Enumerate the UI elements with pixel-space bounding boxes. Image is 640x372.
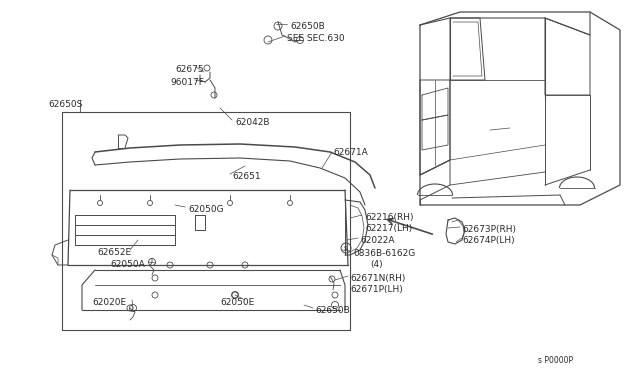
Text: 62671A: 62671A (333, 148, 368, 157)
Text: s P0000P: s P0000P (538, 356, 573, 365)
Text: 62050E: 62050E (220, 298, 254, 307)
Text: 62671N(RH): 62671N(RH) (350, 274, 405, 283)
Text: 62050A: 62050A (110, 260, 145, 269)
Text: 62020E: 62020E (92, 298, 126, 307)
Text: 62675: 62675 (175, 65, 204, 74)
Text: (4): (4) (370, 260, 383, 269)
Text: 62650B: 62650B (290, 22, 324, 31)
Text: 62042B: 62042B (235, 118, 269, 127)
Text: 62217(LH): 62217(LH) (365, 224, 412, 233)
Text: SEE SEC.630: SEE SEC.630 (287, 34, 344, 43)
Text: 96017F: 96017F (170, 78, 204, 87)
Text: 0836B-6162G: 0836B-6162G (353, 249, 415, 258)
Text: 62673P(RH): 62673P(RH) (462, 225, 516, 234)
Text: 62050G: 62050G (188, 205, 223, 214)
Text: 62674P(LH): 62674P(LH) (462, 236, 515, 245)
Text: 62650S: 62650S (48, 100, 83, 109)
Text: S: S (344, 246, 348, 251)
Text: 62216(RH): 62216(RH) (365, 213, 413, 222)
Text: 62650B: 62650B (315, 306, 349, 315)
Text: 62671P(LH): 62671P(LH) (350, 285, 403, 294)
Text: 62022A: 62022A (360, 236, 394, 245)
Text: 62651: 62651 (232, 172, 260, 181)
Text: 62652E: 62652E (97, 248, 131, 257)
